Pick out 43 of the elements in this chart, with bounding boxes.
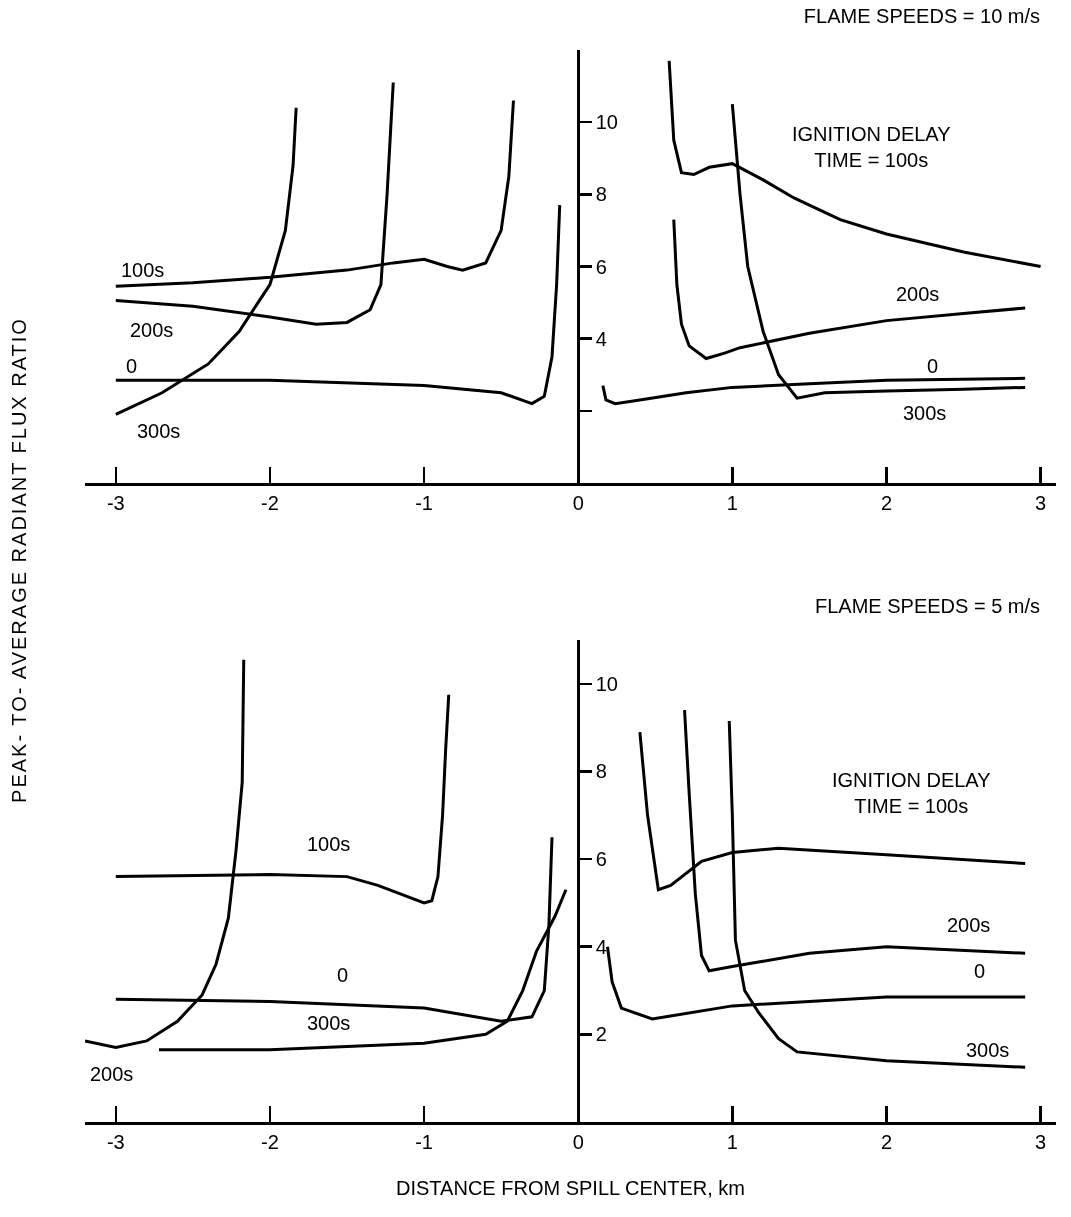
annotation: 300s [307, 1012, 351, 1034]
annotation: 200s [896, 283, 940, 305]
y-tick-label: 10 [595, 111, 618, 134]
x-tick-label: 1 [726, 491, 738, 514]
x-tick-label: -2 [261, 491, 279, 514]
annotation: 300s [137, 420, 181, 442]
chart-title: FLAME SPEEDS = 5 m/s [814, 595, 1041, 618]
x-tick-label: 1 [726, 1130, 738, 1153]
annotation: 100s [121, 259, 165, 281]
annotation: IGNITION DELAY TIME = 100s [792, 123, 951, 171]
annotation: 200s [130, 319, 174, 341]
y-tick-label: 8 [595, 760, 607, 783]
annotation: 0 [126, 355, 138, 377]
annotation: IGNITION DELAY TIME = 100s [832, 769, 991, 817]
x-tick-label: -3 [106, 491, 125, 514]
y-tick-label: 6 [595, 848, 607, 871]
x-tick-label: -3 [106, 1130, 125, 1153]
chart-title: FLAME SPEEDS = 10 m/s [803, 4, 1041, 27]
x-tick-label: 2 [880, 1130, 893, 1153]
y-tick-label: 6 [595, 255, 607, 278]
y-tick-label: 4 [595, 935, 607, 958]
annotation: 300s [903, 402, 947, 424]
x-tick-label: 2 [880, 491, 893, 514]
x-tick-label: -1 [415, 491, 433, 514]
x-tick-label: 0 [572, 1130, 584, 1153]
y-tick-label: 4 [595, 327, 607, 350]
y-tick-label: 10 [595, 672, 618, 695]
x-axis-title: DISTANCE FROM SPILL CENTER, km [396, 1177, 745, 1200]
annotation: 0 [974, 960, 986, 982]
x-tick-label: 3 [1035, 1130, 1047, 1153]
y-axis-title: PEAK- TO- AVERAGE RADIANT FLUX RATIO [8, 317, 31, 803]
annotation: 0 [337, 964, 349, 986]
annotation: 200s [90, 1063, 134, 1085]
x-tick-label: 3 [1035, 491, 1047, 514]
annotation: 300s [966, 1039, 1010, 1061]
annotation: 100s [307, 833, 351, 855]
annotation: 0 [927, 355, 939, 377]
x-tick-label: 0 [572, 491, 584, 514]
x-tick-label: -1 [415, 1130, 433, 1153]
y-tick-label: 2 [595, 1023, 607, 1046]
x-tick-label: -2 [261, 1130, 279, 1153]
y-tick-label: 8 [595, 183, 607, 206]
annotation: 200s [947, 914, 991, 936]
